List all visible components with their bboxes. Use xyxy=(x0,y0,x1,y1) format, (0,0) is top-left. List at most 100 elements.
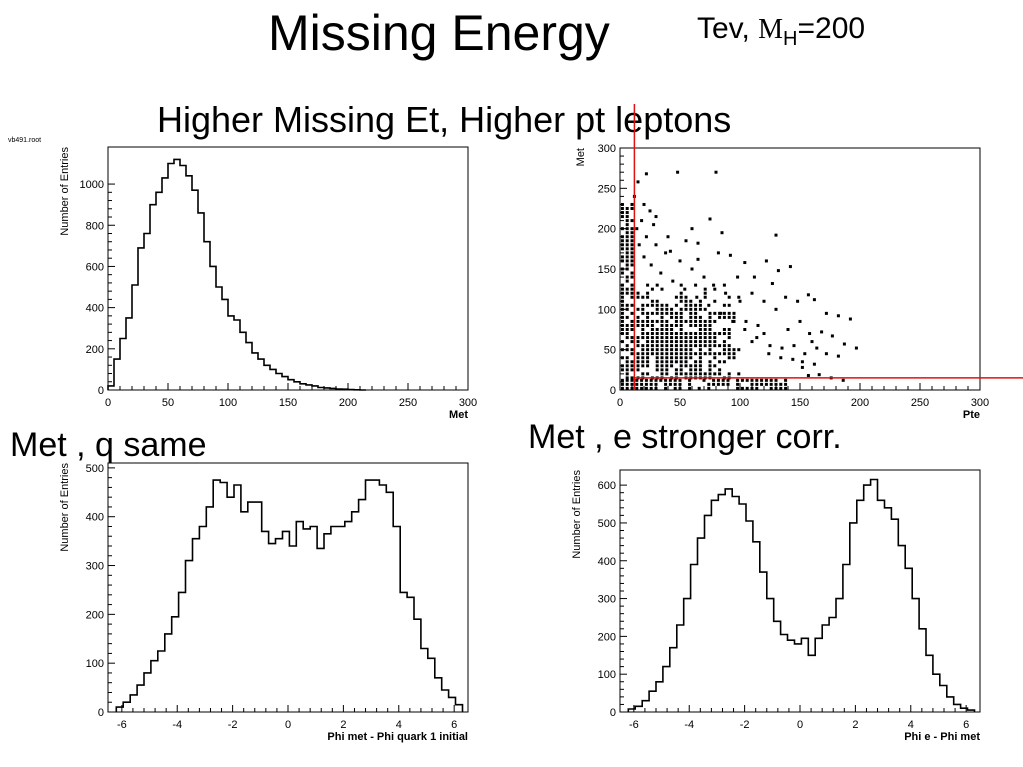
scatter-point xyxy=(694,360,698,364)
scatter-point xyxy=(798,319,802,323)
scatter-point xyxy=(810,340,814,344)
x-tick-label: -4 xyxy=(684,719,694,731)
scatter-point xyxy=(620,332,624,336)
scatter-point xyxy=(668,382,672,386)
scatter-point xyxy=(780,346,784,350)
scatter-point xyxy=(646,352,650,356)
scatter-point xyxy=(698,372,702,376)
scatter-point xyxy=(659,271,663,275)
scatter-point xyxy=(732,311,736,315)
scatter-point xyxy=(670,352,674,356)
scatter-point xyxy=(776,269,780,273)
scatter-point xyxy=(660,315,664,319)
scatter-point xyxy=(815,346,819,350)
scatter-point xyxy=(625,231,629,235)
scatter-point xyxy=(641,332,645,336)
x-tick-label: -4 xyxy=(172,719,182,731)
scatter-point xyxy=(660,360,664,364)
scatter-point xyxy=(655,352,659,356)
scatter-point xyxy=(708,364,712,368)
scatter-point xyxy=(670,323,674,327)
scatter-point xyxy=(718,344,722,348)
scatter-point xyxy=(620,356,624,360)
scatter-point xyxy=(620,340,624,344)
scatter-point xyxy=(694,344,698,348)
x-axis-label: Pte xyxy=(963,409,980,421)
scatter-point xyxy=(679,364,683,368)
x-tick-label: 2 xyxy=(340,719,346,731)
scatter-point xyxy=(743,328,747,331)
y-tick-label: 500 xyxy=(598,518,616,530)
scatter-point xyxy=(784,386,788,390)
scatter-point xyxy=(712,378,716,382)
scatter-point xyxy=(673,378,677,382)
plot-frame xyxy=(619,469,981,713)
scatter-point xyxy=(708,328,712,331)
histogram-series xyxy=(627,478,976,712)
scatter-point xyxy=(641,311,645,315)
scatter-point xyxy=(727,372,731,376)
scatter-point xyxy=(660,340,664,344)
scatter-point xyxy=(646,323,650,327)
x-tick-label: -6 xyxy=(117,719,127,731)
scatter-point xyxy=(683,287,687,291)
scatter-point xyxy=(774,386,778,390)
scatter-point xyxy=(679,291,683,295)
scatter-point xyxy=(630,275,634,279)
scatter-point xyxy=(665,332,669,336)
scatter-point xyxy=(654,386,658,390)
scatter-point xyxy=(641,352,645,356)
x-tick-label: 6 xyxy=(963,719,969,731)
scatter-point xyxy=(713,352,717,356)
scatter-point xyxy=(655,360,659,364)
scatter-point xyxy=(652,223,656,227)
scatter-point xyxy=(684,239,688,243)
scatter-point xyxy=(625,211,629,215)
scatter-point xyxy=(679,352,683,356)
scatter-point xyxy=(774,378,778,382)
scatter-point xyxy=(689,364,693,368)
scatter-point xyxy=(684,319,688,323)
scatter-point xyxy=(646,340,650,344)
x-axis-label: Phi e - Phi met xyxy=(904,731,980,743)
scatter-point xyxy=(670,356,674,360)
scatter-point xyxy=(722,303,726,307)
scatter-point xyxy=(698,340,702,344)
scatter-point xyxy=(727,315,731,319)
scatter-point xyxy=(650,352,654,356)
scatter-point xyxy=(668,249,672,253)
scatter-point xyxy=(678,382,682,386)
scatter-point xyxy=(650,336,654,340)
scatter-point xyxy=(665,348,669,352)
scatter-point xyxy=(698,364,702,368)
y-axis-label: Met xyxy=(575,148,587,166)
scatter-point xyxy=(718,315,722,319)
scatter-point xyxy=(620,299,624,303)
scatter-point xyxy=(737,348,741,352)
scatter-point xyxy=(812,362,816,366)
scatter-point xyxy=(641,328,645,331)
scatter-point xyxy=(649,263,653,267)
scatter-point xyxy=(670,340,674,344)
y-tick-label: 200 xyxy=(86,344,104,356)
scatter-point xyxy=(696,241,700,245)
scatter-point xyxy=(650,328,654,331)
scatter-point xyxy=(646,364,650,368)
scatter-point xyxy=(625,279,629,283)
scatter-point xyxy=(674,348,678,352)
scatter-point xyxy=(713,372,717,376)
scatter-point xyxy=(665,328,669,331)
scatter-point xyxy=(660,348,664,352)
scatter-point xyxy=(660,368,664,372)
scatter-point xyxy=(722,344,726,348)
scatter-point xyxy=(630,271,634,275)
scatter-point xyxy=(755,382,759,386)
scatter-point xyxy=(708,323,712,327)
scatter-point xyxy=(650,323,654,327)
scatter-point xyxy=(666,235,670,239)
scatter-point xyxy=(755,378,759,382)
scatter-point xyxy=(655,319,659,323)
scatter-point xyxy=(640,219,644,223)
scatter-point xyxy=(674,303,678,307)
scatter-point xyxy=(625,247,629,251)
